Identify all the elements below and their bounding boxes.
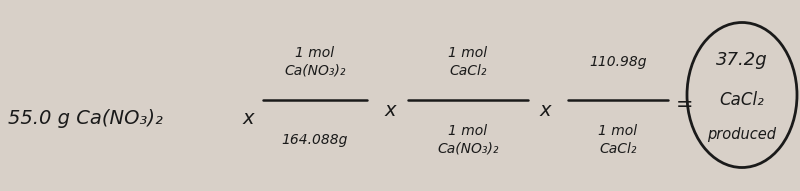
Text: 1 mol
CaCl₂: 1 mol CaCl₂ xyxy=(449,46,487,78)
Text: 1 mol
Ca(NO₃)₂: 1 mol Ca(NO₃)₂ xyxy=(284,46,346,78)
Text: 1 mol
CaCl₂: 1 mol CaCl₂ xyxy=(598,124,638,156)
Text: 1 mol
Ca(NO₃)₂: 1 mol Ca(NO₃)₂ xyxy=(438,124,498,156)
Text: x: x xyxy=(242,108,254,128)
Text: 55.0 g Ca(NO₃)₂: 55.0 g Ca(NO₃)₂ xyxy=(8,108,163,128)
Text: CaCl₂: CaCl₂ xyxy=(720,91,764,109)
Text: 37.2g: 37.2g xyxy=(716,51,768,69)
Text: =: = xyxy=(676,95,694,115)
Text: x: x xyxy=(539,100,550,120)
Text: 110.98g: 110.98g xyxy=(590,55,646,69)
Text: x: x xyxy=(384,100,396,120)
Text: 164.088g: 164.088g xyxy=(282,133,348,147)
Text: produced: produced xyxy=(707,128,777,142)
